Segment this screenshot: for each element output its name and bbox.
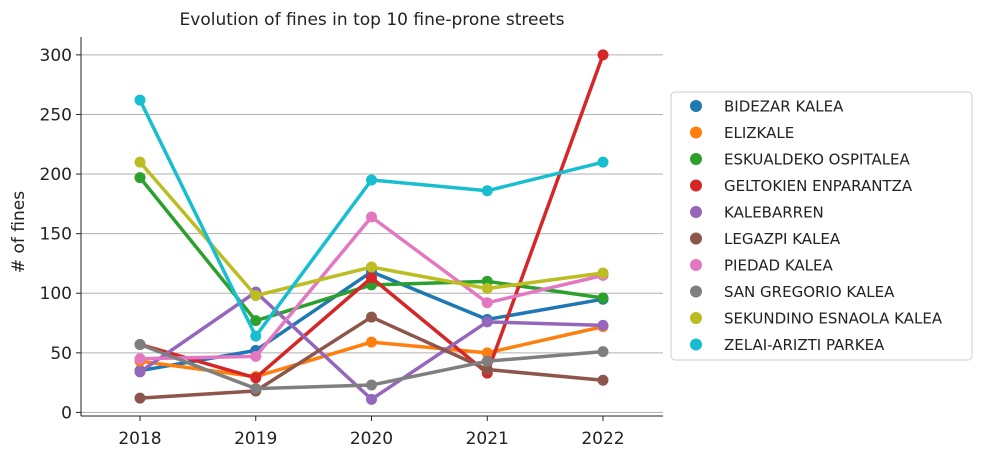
data-point bbox=[366, 311, 377, 323]
legend-marker bbox=[690, 338, 702, 351]
chart-title: Evolution of fines in top 10 fine-prone … bbox=[180, 10, 565, 30]
data-point bbox=[597, 267, 609, 279]
y-axis-title: # of fines bbox=[9, 191, 29, 273]
series-eskualdeko-ospitalea bbox=[134, 172, 609, 327]
data-point bbox=[366, 272, 377, 284]
x-tick-label: 2019 bbox=[234, 429, 277, 449]
legend: BIDEZAR KALEA ELIZKALE ESKUALDEKO OSPITALE… bbox=[670, 91, 973, 361]
legend-label: ELIZKALE bbox=[724, 124, 794, 142]
y-tick-label: 150 bbox=[40, 225, 72, 245]
data-point bbox=[366, 211, 377, 223]
legend-label: SEKUNDINO ESNAOLA KALEA bbox=[724, 310, 943, 328]
legend-label: ZELAI-ARIZTI PARKEA bbox=[724, 336, 885, 354]
y-tick-label: 50 bbox=[50, 344, 72, 364]
y-tick-label: 0 bbox=[61, 403, 72, 423]
legend-label: ESKUALDEKO OSPITALEA bbox=[724, 151, 911, 169]
data-point bbox=[481, 364, 493, 376]
x-tick-label: 2018 bbox=[118, 429, 161, 449]
legend-marker bbox=[690, 100, 702, 112]
data-point bbox=[597, 292, 609, 304]
legend-label: BIDEZAR KALEA bbox=[724, 98, 844, 116]
legend-marker bbox=[690, 285, 702, 298]
y-tick-label: 200 bbox=[40, 165, 72, 185]
series-zelai-arizti-parkea bbox=[134, 94, 609, 342]
x-tick-label: 2022 bbox=[581, 429, 624, 449]
legend-label: KALEBARREN bbox=[724, 204, 824, 222]
data-point bbox=[597, 156, 609, 168]
series-legazpi-kalea bbox=[134, 311, 609, 404]
legend-marker bbox=[690, 126, 702, 139]
data-point bbox=[366, 393, 377, 405]
data-point bbox=[250, 290, 262, 302]
data-point bbox=[366, 379, 377, 391]
data-point bbox=[250, 372, 262, 384]
data-point bbox=[134, 353, 146, 365]
legend-marker bbox=[690, 179, 702, 192]
legend-label: GELTOKIEN ENPARANTZA bbox=[724, 177, 913, 195]
data-point bbox=[597, 49, 609, 61]
legend-marker bbox=[690, 206, 702, 218]
data-point bbox=[366, 261, 377, 273]
y-tick-label: 250 bbox=[40, 105, 72, 125]
data-point bbox=[481, 355, 493, 367]
data-point bbox=[250, 350, 262, 362]
data-point bbox=[481, 316, 493, 328]
y-tick-label: 100 bbox=[40, 284, 72, 304]
data-point bbox=[134, 172, 146, 184]
data-point bbox=[366, 336, 377, 348]
data-point bbox=[597, 346, 609, 358]
data-point bbox=[134, 94, 146, 106]
data-point bbox=[134, 156, 146, 168]
data-point bbox=[134, 392, 146, 404]
data-point bbox=[366, 174, 377, 186]
legend-label: SAN GREGORIO KALEA bbox=[724, 283, 895, 301]
series-group bbox=[134, 49, 609, 405]
data-point bbox=[134, 366, 146, 378]
data-point bbox=[481, 185, 493, 197]
legend-marker bbox=[690, 153, 702, 165]
data-point bbox=[250, 383, 262, 395]
data-point bbox=[481, 347, 493, 359]
data-point bbox=[250, 330, 262, 342]
y-tick-label: 300 bbox=[40, 46, 72, 66]
x-tick-label: 2021 bbox=[466, 429, 509, 449]
legend-box bbox=[670, 91, 973, 361]
data-point bbox=[250, 315, 262, 327]
legend-marker bbox=[690, 312, 702, 324]
data-point bbox=[481, 297, 493, 309]
legend-label: LEGAZPI KALEA bbox=[724, 230, 841, 248]
series-sekundino-esnaola-kalea bbox=[134, 156, 609, 302]
legend-marker bbox=[690, 259, 702, 271]
x-tick-label: 2020 bbox=[350, 429, 393, 449]
axes: 0 50 100 150 200 250 300 2018 2019 2020 2021 2022 bbox=[40, 37, 663, 449]
series-san-gregorio-kalea bbox=[134, 338, 609, 395]
legend-marker bbox=[690, 232, 702, 245]
data-point bbox=[597, 374, 609, 386]
data-point bbox=[134, 338, 146, 350]
legend-label: PIEDAD KALEA bbox=[724, 257, 833, 275]
data-point bbox=[597, 319, 609, 331]
data-point bbox=[481, 282, 493, 294]
